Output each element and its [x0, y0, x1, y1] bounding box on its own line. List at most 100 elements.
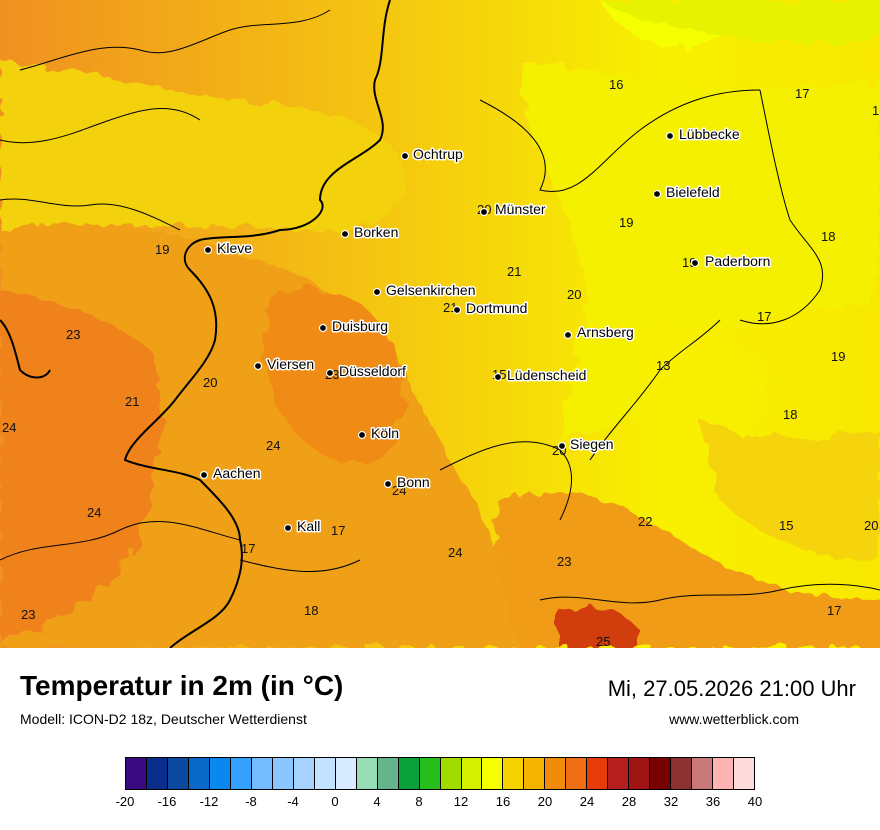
legend-swatch [167, 758, 189, 789]
legend-swatch [566, 758, 588, 789]
legend-tick-label: 12 [453, 794, 469, 809]
legend-swatch [692, 758, 714, 789]
city-dot[interactable] [479, 207, 489, 217]
temperature-value: 20 [567, 287, 581, 302]
city-dot[interactable] [563, 330, 573, 340]
city-dot[interactable] [372, 287, 382, 297]
temperature-value: 17 [795, 86, 809, 101]
legend-swatch [398, 758, 420, 789]
temperature-value: 18 [821, 229, 835, 244]
temperature-value: 24 [448, 545, 462, 560]
temperature-value: 17 [827, 603, 841, 618]
temperature-value: 15 [779, 518, 793, 533]
temperature-value: 21 [507, 264, 521, 279]
city-label: Bielefeld [666, 184, 720, 200]
legend-tick-label: -16 [157, 794, 177, 809]
city-label: Viersen [267, 356, 314, 372]
city-markers: Ochtrup20Münster17LübbeckeBielefeldBorke… [155, 125, 772, 536]
city-dot[interactable] [400, 151, 410, 161]
temperature-value: 25 [596, 634, 610, 648]
legend-tick-label: -12 [199, 794, 219, 809]
legend-tick-label: 0 [331, 794, 339, 809]
legend-swatch [545, 758, 567, 789]
city-dot[interactable] [493, 372, 503, 382]
city-label: Kleve [217, 240, 252, 256]
country-border [0, 0, 391, 648]
legend-tick-label: 8 [415, 794, 423, 809]
city-dot[interactable] [665, 131, 675, 141]
city-dot[interactable] [325, 368, 335, 378]
legend-tick-label: 16 [495, 794, 511, 809]
city-dot[interactable] [557, 441, 567, 451]
temperature-value: 16 [609, 77, 623, 92]
legend-swatch [230, 758, 252, 789]
temperature-value: 23 [557, 554, 571, 569]
page-title: Temperatur in 2m (in °C) [20, 670, 344, 701]
legend-swatch [587, 758, 609, 789]
legend-swatch [251, 758, 273, 789]
legend-tick-label: -4 [287, 794, 299, 809]
temperature-labels: 16 17 1 19 18 21 20 17 19 23 13 20 21 24 18 24 22 15 20 24 1… [2, 77, 879, 648]
city-dot[interactable] [318, 323, 328, 333]
temperature-value: 24 [266, 438, 280, 453]
city-label: Münster [495, 201, 546, 217]
legend-tick-label: 4 [373, 794, 381, 809]
city-label: Düsseldorf [339, 363, 406, 379]
legend-swatch [209, 758, 231, 789]
city-label: Siegen [570, 436, 614, 452]
temperature-value: 17 [331, 523, 345, 538]
legend-swatch [293, 758, 315, 789]
temperature-value: 13 [656, 358, 670, 373]
color-legend-bar [125, 757, 755, 790]
temperature-value: 20 [864, 518, 878, 533]
temperature-value: 23 [21, 607, 35, 622]
city-dot[interactable] [383, 479, 393, 489]
borders [0, 9, 880, 604]
temperature-value: 19 [619, 215, 633, 230]
legend-swatch [503, 758, 525, 789]
city-dot[interactable] [357, 430, 367, 440]
legend-swatch [356, 758, 378, 789]
website-link[interactable]: www.wetterblick.com [669, 711, 799, 727]
city-dot[interactable] [253, 361, 263, 371]
temperature-value: 18 [304, 603, 318, 618]
forecast-datetime: Mi, 27.05.2026 21:00 Uhr [607, 676, 856, 701]
legend-tick-label: 24 [579, 794, 595, 809]
legend-swatch [629, 758, 651, 789]
city-label: Borken [354, 224, 398, 240]
legend-swatch [146, 758, 168, 789]
temperature-value: 17 [722, 127, 736, 142]
legend-swatch [608, 758, 630, 789]
legend-tick-label: 40 [747, 794, 763, 809]
temperature-value: 19 [831, 349, 845, 364]
footer: Temperatur in 2m (in °C) Modell: ICON-D2… [0, 648, 880, 830]
city-label: Lübbecke [679, 126, 740, 142]
legend-tick-label: 28 [621, 794, 637, 809]
city-dot[interactable] [203, 245, 213, 255]
legend-swatch [377, 758, 399, 789]
legend-swatch [419, 758, 441, 789]
temperature-value: 17 [241, 541, 255, 556]
city-dot[interactable] [283, 523, 293, 533]
temperature-value: 21 [125, 394, 139, 409]
color-legend-ticks: -20 -16 -12 -8 -4 0 4 8 12 16 20 24 28 32 36 40 [116, 794, 763, 814]
temperature-value: 18 [783, 407, 797, 422]
city-dot[interactable] [652, 189, 662, 199]
city-dot[interactable] [452, 305, 462, 315]
legend-swatch [314, 758, 336, 789]
temperature-value: 22 [638, 514, 652, 529]
legend-swatch [440, 758, 462, 789]
city-dot[interactable] [690, 258, 700, 268]
legend-swatch [335, 758, 357, 789]
city-label: Köln [371, 425, 399, 441]
temperature-value: 20 [203, 375, 217, 390]
city-dot[interactable] [199, 470, 209, 480]
legend-swatch [650, 758, 672, 789]
legend-swatch [188, 758, 210, 789]
legend-swatch [524, 758, 546, 789]
city-dot[interactable] [340, 229, 350, 239]
legend-swatch [461, 758, 483, 789]
city-label: Paderborn [705, 253, 770, 269]
city-label: Lüdenscheid [507, 367, 586, 383]
city-label: Arnsberg [577, 324, 634, 340]
